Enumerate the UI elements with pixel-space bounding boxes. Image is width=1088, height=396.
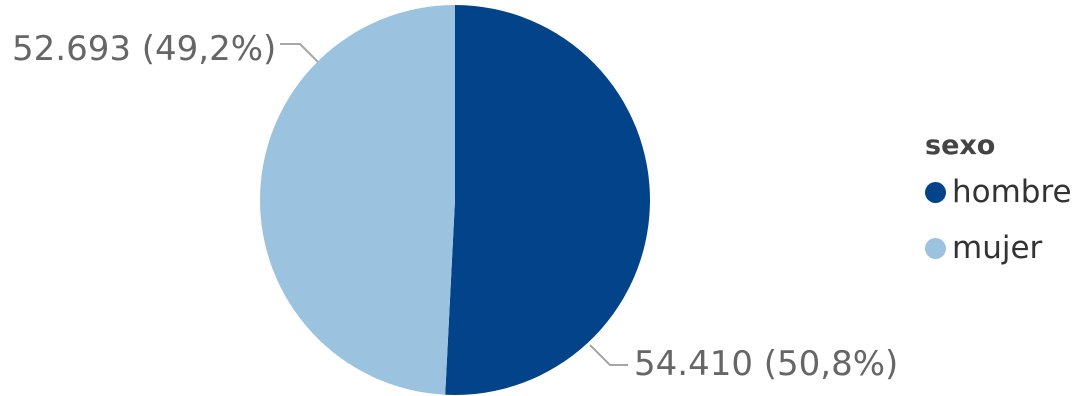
leader-line-mujer: [280, 43, 319, 63]
data-label-mujer: 52.693 (49,2%): [12, 29, 276, 69]
legend-title: sexo: [925, 130, 996, 161]
legend-marker-mujer: [925, 237, 946, 259]
legend-item-hombre[interactable]: hombre: [925, 164, 1072, 220]
data-label-hombre: 54.410 (50,8%): [634, 344, 898, 384]
legend-label-mujer: mujer: [952, 230, 1043, 266]
legend: sexo hombre mujer: [925, 128, 1072, 276]
pie-slice-hombre[interactable]: [445, 5, 651, 395]
leader-lines: [280, 43, 628, 366]
legend-label-hombre: hombre: [952, 174, 1072, 210]
pie-slice-mujer[interactable]: [260, 5, 455, 395]
pie-slices: [260, 5, 651, 395]
leader-line-hombre: [589, 344, 628, 366]
legend-marker-hombre: [925, 181, 946, 203]
legend-item-mujer[interactable]: mujer: [925, 220, 1072, 276]
